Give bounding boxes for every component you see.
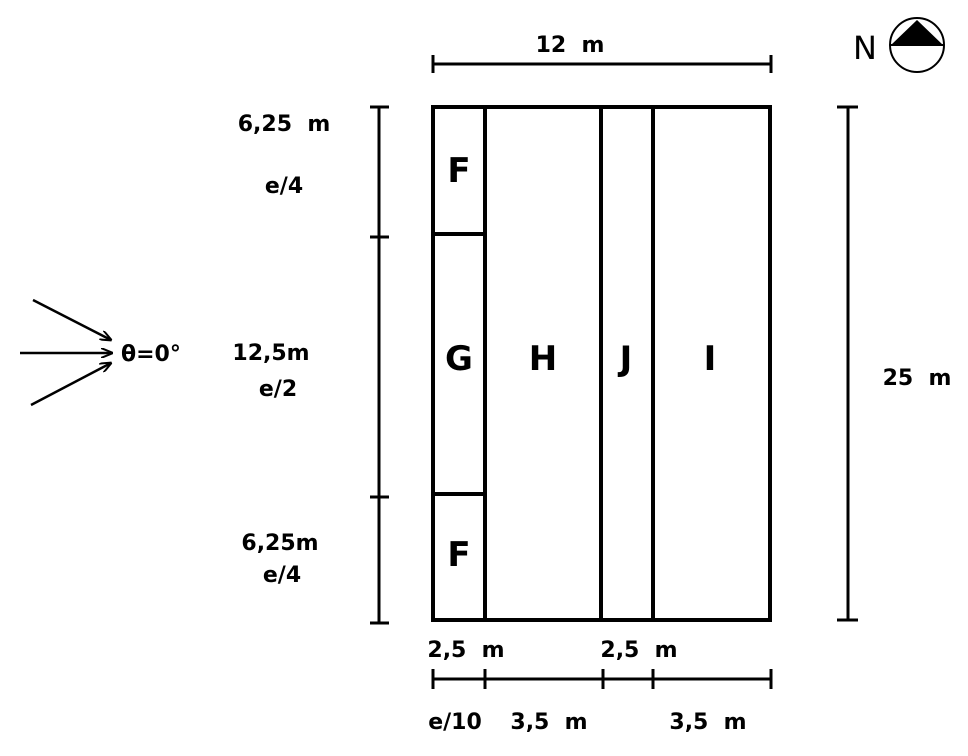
label-left-bottom-ratio: e/4 [263,563,301,588]
label-left-mid-length: 12,5m [232,341,309,366]
label-bottom-i-width: 3,5 m [669,710,746,735]
zone-g: G [445,339,473,379]
zone-f-bottom: F [447,535,470,575]
label-bottom-h-width: 3,5 m [510,710,587,735]
zone-j: J [618,339,633,379]
label-left-top-ratio: e/4 [265,174,303,199]
wind-arrow-lower [30,363,111,407]
wind-arrow-upper [32,298,111,340]
wind-arrows-icon [20,298,112,407]
north-arrow-icon [889,17,945,73]
north-label: N [853,29,877,67]
label-left-mid-ratio: e/2 [259,377,297,402]
dimension-height-left [370,105,389,625]
label-bottom-j-width: 2,5 m [600,638,677,663]
wind-angle-label: θ=0° [121,342,181,367]
label-height-total: 25 m [883,366,952,391]
label-left-top-length: 6,25 m [238,112,331,137]
dimension-height-right [837,105,858,622]
zone-h: H [529,339,557,379]
label-bottom-f-width: 2,5 m [427,638,504,663]
building-plan [431,105,772,622]
zone-f-top: F [447,151,470,191]
dimension-width-top [431,55,773,73]
dimension-width-bottom [431,669,773,689]
label-width-total: 12 m [536,33,605,58]
zone-i: I [704,339,717,379]
label-left-bottom-length: 6,25m [241,531,318,556]
label-bottom-f-ratio: e/10 [428,710,482,735]
